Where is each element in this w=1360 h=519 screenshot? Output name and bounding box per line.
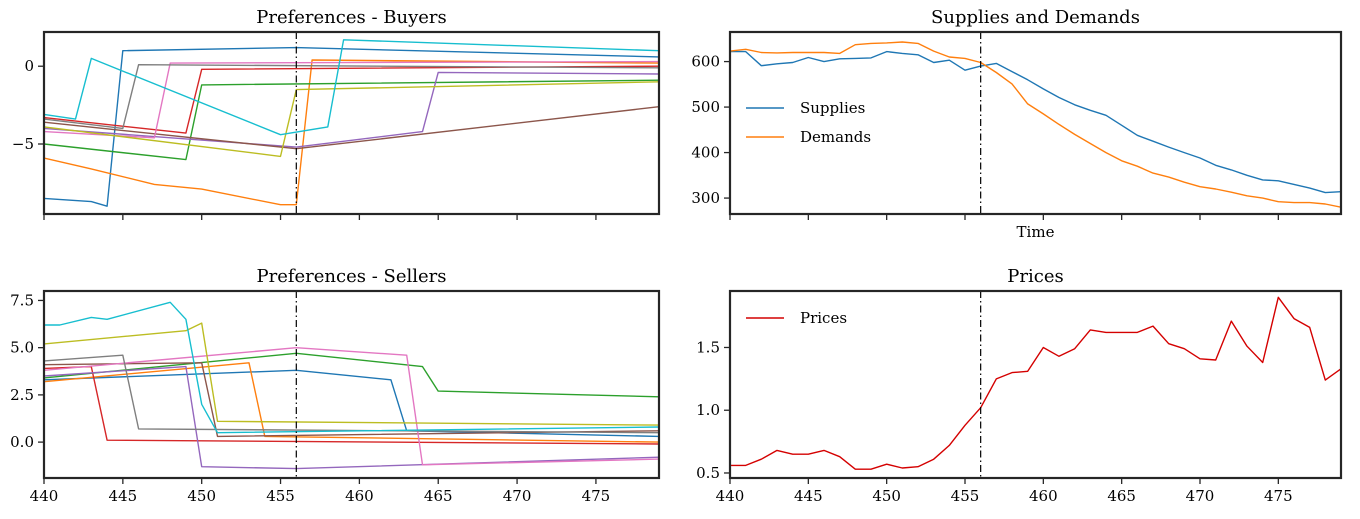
x-tick-label: 440 xyxy=(716,487,745,505)
legend: Prices xyxy=(746,309,847,327)
x-tick-label: 470 xyxy=(503,487,532,505)
series-line-9 xyxy=(44,301,659,434)
y-tick-label: 600 xyxy=(691,53,720,71)
x-tick-label: 455 xyxy=(266,487,295,505)
chart-title: Prices xyxy=(1007,266,1063,287)
x-tick-label: 455 xyxy=(951,487,980,505)
legend-label-supplies: Supplies xyxy=(800,99,865,117)
x-tick-label: 465 xyxy=(424,487,453,505)
x-tick-label: 440 xyxy=(30,487,59,505)
axes-frame xyxy=(42,289,661,480)
x-tick-label: 445 xyxy=(794,487,823,505)
subplot-sellers: Preferences - Sellers 440 445 450 455 460 465 4… xyxy=(10,266,661,505)
x-tick-label: 470 xyxy=(1186,487,1215,505)
series-line-9 xyxy=(44,39,659,136)
series-line-8 xyxy=(44,322,659,426)
y-tick-label: 0 xyxy=(24,57,34,75)
series-group xyxy=(730,41,1341,208)
series-line-4 xyxy=(44,365,659,470)
y-tick-label: −5 xyxy=(12,135,34,153)
chart-title: Preferences - Sellers xyxy=(256,266,446,287)
subplot-buyers: Preferences - Buyers 0 −5 xyxy=(12,7,661,220)
series-line-6 xyxy=(44,347,659,466)
series-line-supplies xyxy=(730,50,1341,194)
series-group xyxy=(730,296,1341,470)
y-tick-label: 0.5 xyxy=(696,464,720,482)
subplot-prices: Prices 440 445 450 455 460 465 470 475 1.5 1.0 0.5 P… xyxy=(696,266,1343,505)
y-tick-label: 7.5 xyxy=(10,291,34,309)
series-line-6 xyxy=(44,60,659,139)
series-line-demands xyxy=(730,41,1341,208)
y-tick-label: 300 xyxy=(691,189,720,207)
series-line-0 xyxy=(44,369,659,438)
x-tick-label: 475 xyxy=(582,487,611,505)
series-line-0 xyxy=(44,46,659,207)
y-tick-label: 400 xyxy=(691,144,720,162)
y-tick-label: 1.0 xyxy=(696,401,720,419)
x-tick-label: 465 xyxy=(1107,487,1136,505)
series-line-4 xyxy=(44,71,659,148)
y-tick-label: 0.0 xyxy=(10,433,34,451)
y-tick-label: 5.0 xyxy=(10,339,34,357)
x-tick-label: 460 xyxy=(345,487,374,505)
subplot-supplies: Supplies and Demands 600 500 400 300 Time Supp… xyxy=(691,7,1343,241)
x-tick-label: 460 xyxy=(1029,487,1058,505)
x-axis-label: Time xyxy=(1017,223,1055,241)
series-line-3 xyxy=(44,65,659,134)
axes-frame xyxy=(728,289,1343,480)
axes-frame xyxy=(728,30,1343,216)
legend-label-demands: Demands xyxy=(800,128,871,146)
y-tick-label: 500 xyxy=(691,98,720,116)
chart-title: Supplies and Demands xyxy=(931,7,1140,28)
series-line-7 xyxy=(44,63,659,130)
series-line-2 xyxy=(44,79,659,161)
axes-frame xyxy=(42,30,661,216)
series-line-8 xyxy=(44,81,659,158)
legend: Supplies Demands xyxy=(746,99,871,146)
series-line-2 xyxy=(44,352,659,398)
y-tick-label: 2.5 xyxy=(10,386,34,404)
series-line-prices xyxy=(730,296,1341,470)
legend-label-prices: Prices xyxy=(800,309,847,327)
series-group xyxy=(44,301,659,470)
y-tick-label: 1.5 xyxy=(696,338,720,356)
series-line-1 xyxy=(44,362,659,443)
chart-title: Preferences - Buyers xyxy=(256,7,447,28)
x-tick-label: 450 xyxy=(187,487,216,505)
series-group xyxy=(44,39,659,207)
x-tick-label: 450 xyxy=(872,487,901,505)
x-tick-label: 475 xyxy=(1264,487,1293,505)
x-tick-label: 445 xyxy=(109,487,138,505)
